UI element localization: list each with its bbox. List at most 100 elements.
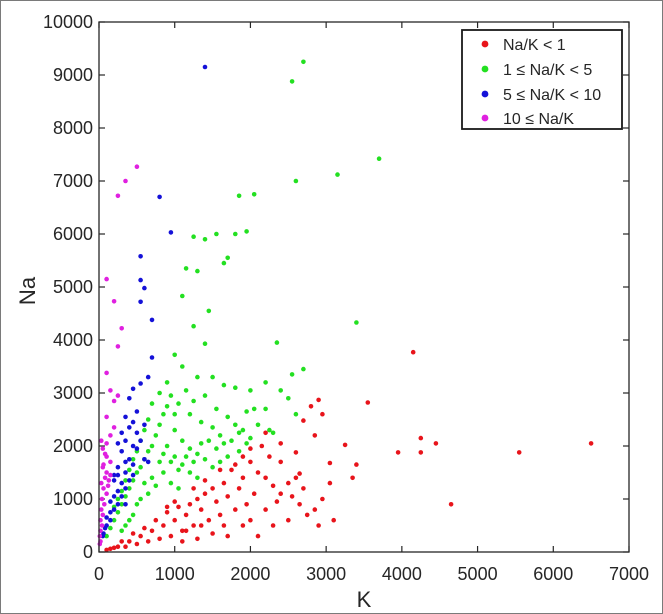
y-tick-label: 4000 [53,330,93,350]
data-point [130,462,136,467]
data-point [102,451,108,457]
series-4 [97,164,140,547]
data-point [195,536,200,542]
x-tick-label: 0 [94,564,104,584]
data-point [180,528,185,534]
data-point [210,464,215,470]
data-point [267,427,272,433]
data-point [180,293,185,299]
data-point [297,502,302,507]
data-point [134,502,140,507]
data-point [229,467,234,473]
data-point [164,504,170,510]
data-point [104,547,109,553]
data-point [191,398,196,404]
data-point [221,441,227,446]
data-point [115,393,121,398]
data-point [134,446,140,451]
data-point [267,454,272,459]
data-point [289,79,295,84]
y-tick-label: 9000 [53,65,93,85]
data-point [134,409,140,414]
data-point [149,317,155,323]
data-point [127,467,132,473]
data-point [206,308,212,314]
data-point [115,344,121,349]
data-point [191,486,196,491]
data-point [123,544,128,549]
data-point [278,388,284,393]
data-point [202,64,208,70]
data-point [127,396,132,401]
data-point [248,435,253,441]
data-point [108,499,113,504]
data-point [157,459,162,465]
data-point [270,523,276,528]
data-point [206,438,212,444]
legend-marker [481,90,489,98]
x-tick-label: 5000 [458,564,498,584]
data-point [210,374,215,380]
data-point [119,430,124,436]
data-point [516,450,522,455]
legend-label: 5 ≤ Na/K < 10 [503,87,601,104]
data-point [191,323,196,329]
data-point [142,525,147,531]
data-point [263,507,268,512]
data-point [278,459,284,465]
data-point [289,372,295,377]
legend-marker [481,114,489,122]
data-point [115,488,121,494]
data-point [123,502,128,507]
plot-area [98,21,630,553]
legend-item: 1 ≤ Na/K < 5 [481,62,592,79]
data-point [233,507,238,512]
data-point [134,541,140,547]
data-point [145,459,151,465]
data-point [99,496,105,502]
data-point [149,528,155,534]
data-point [102,525,108,531]
data-point [312,433,318,438]
data-point [270,430,276,436]
data-point [183,454,189,459]
x-tick-label: 4000 [382,564,422,584]
data-point [119,494,124,499]
data-point [101,486,106,491]
data-point [187,502,193,507]
data-point [164,404,170,409]
data-point [101,462,106,467]
data-point [289,494,295,499]
data-point [217,459,223,465]
data-point [180,462,185,467]
data-point [104,276,109,282]
data-point [195,268,200,274]
data-point [331,517,337,523]
data-point [164,380,170,385]
data-point [97,541,103,547]
data-point [433,441,439,446]
y-tick-label: 5000 [53,277,93,297]
data-point [217,433,223,438]
data-point [202,478,208,483]
data-point [108,525,113,531]
data-point [297,471,302,476]
data-point [225,414,230,420]
data-point [130,443,136,449]
data-point [108,459,113,465]
data-point [119,326,124,331]
data-point [172,454,177,459]
data-point [320,496,325,502]
data-point [153,517,159,523]
data-point [395,450,401,455]
data-point [259,443,265,449]
data-point [145,417,151,422]
y-tick-label: 8000 [53,118,93,138]
data-point [115,472,121,478]
data-point [183,388,189,393]
data-point [108,433,113,438]
data-point [350,475,355,481]
data-point [130,457,136,462]
